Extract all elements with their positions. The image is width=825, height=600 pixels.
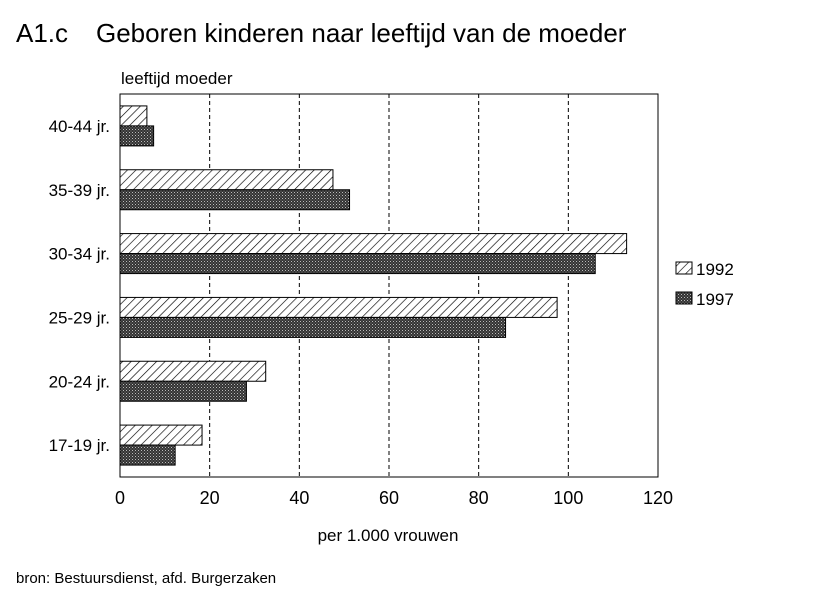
- source-note: bron: Bestuursdienst, afd. Burgerzaken: [16, 570, 276, 587]
- bar-1992: [119, 424, 203, 446]
- legend-swatch-1997: [675, 291, 693, 305]
- category-label: 30-34 jr.: [49, 245, 110, 264]
- bar-1997: [119, 316, 507, 338]
- legend-swatch-1992: [675, 261, 693, 275]
- bar-1992: [119, 105, 148, 127]
- bar-1992: [119, 296, 558, 318]
- bar-1997: [119, 189, 351, 211]
- bar-1992: [119, 169, 334, 191]
- bar-1997: [119, 380, 247, 402]
- plot-frame: [119, 93, 659, 478]
- category-label: 25-29 jr.: [49, 308, 110, 327]
- chart-title-code: A1.c: [16, 18, 68, 48]
- category-label: 40-44 jr.: [49, 117, 110, 136]
- x-tick-labels: 0 20 40 60 80 100 120: [115, 488, 673, 508]
- x-axis-label: per 1.000 vrouwen: [318, 526, 459, 545]
- category-labels: 40-44 jr. 35-39 jr. 30-34 jr. 25-29 jr. 20-2…: [49, 117, 110, 455]
- bar-1997: [119, 253, 596, 275]
- x-tick-label: 40: [289, 488, 309, 508]
- legend: 1992 1997: [675, 260, 734, 309]
- x-tick-label: 20: [200, 488, 220, 508]
- x-tick-label: 80: [469, 488, 489, 508]
- category-label: 20-24 jr.: [49, 372, 110, 391]
- bars: [119, 105, 628, 466]
- x-tick-label: 100: [553, 488, 583, 508]
- category-label: 17-19 jr.: [49, 436, 110, 455]
- x-tick-label: 60: [379, 488, 399, 508]
- legend-label-1997: 1997: [696, 290, 734, 309]
- chart-title: Geboren kinderen naar leeftijd van de mo…: [96, 18, 627, 48]
- y-axis-label: leeftijd moeder: [121, 69, 233, 88]
- gridlines: [209, 94, 569, 477]
- bar-1992: [119, 233, 628, 255]
- bar-1992: [119, 360, 267, 382]
- legend-label-1992: 1992: [696, 260, 734, 279]
- x-tick-label: 0: [115, 488, 125, 508]
- x-tick-label: 120: [643, 488, 673, 508]
- bar-1997: [119, 125, 155, 147]
- category-label: 35-39 jr.: [49, 181, 110, 200]
- bar-1997: [119, 444, 176, 466]
